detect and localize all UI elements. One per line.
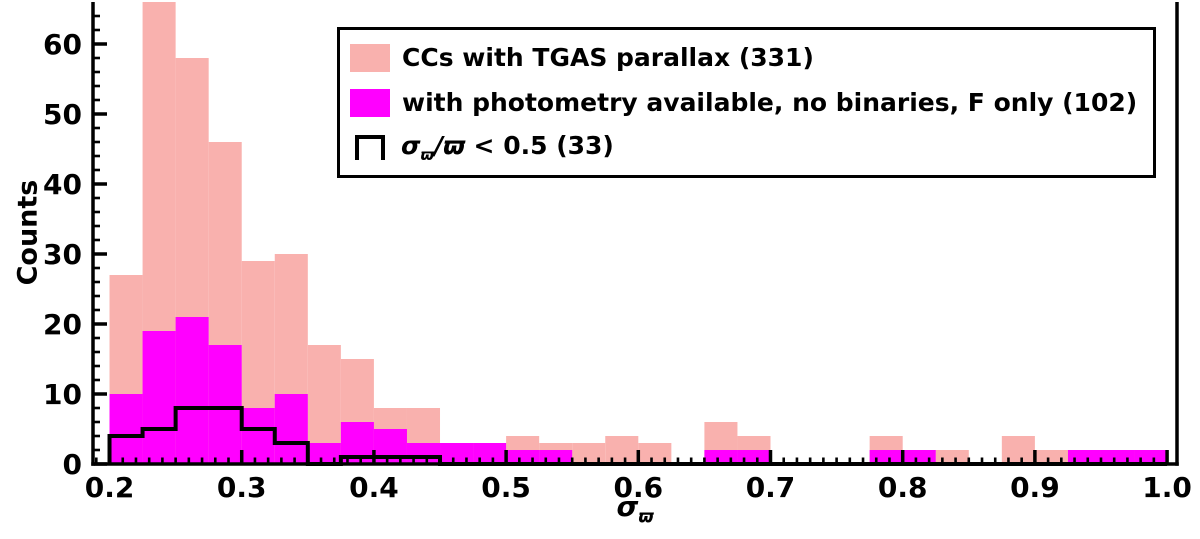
legend-step-outline-icon — [355, 135, 385, 160]
svg-text:0.4: 0.4 — [349, 471, 399, 504]
bars-series-1 — [109, 317, 1168, 464]
y-axis-label: Counts — [12, 179, 44, 286]
legend-step-slash: / — [433, 131, 444, 160]
svg-text:0.7: 0.7 — [746, 471, 796, 504]
svg-text:0.8: 0.8 — [878, 471, 928, 504]
axes-spines — [91, 2, 1179, 466]
svg-text:50: 50 — [43, 98, 82, 131]
axis-ticks — [94, 14, 1169, 466]
svg-text:30: 30 — [43, 238, 82, 271]
svg-text:10: 10 — [43, 378, 82, 411]
svg-text:0.6: 0.6 — [614, 471, 664, 504]
svg-text:0.5: 0.5 — [481, 471, 531, 504]
svg-text:0.2: 0.2 — [85, 471, 135, 504]
x-tick-labels: 0.2 0.3 0.4 0.5 0.6 0.7 0.8 0.9 1.0 — [85, 471, 1192, 504]
legend-step-sub: ϖ — [420, 146, 434, 164]
svg-text:60: 60 — [43, 28, 82, 61]
legend-entry-step: σϖ/ϖ < 0.5 (33) — [350, 125, 1137, 170]
legend-label-step: σϖ/ϖ < 0.5 (33) — [401, 131, 614, 164]
legend-step-sigma: σ — [401, 131, 421, 160]
x-axis-label-subscript: ϖ — [638, 507, 654, 528]
svg-text:0: 0 — [63, 448, 82, 481]
svg-text:0.9: 0.9 — [1010, 471, 1060, 504]
x-axis-label-sigma: σ — [616, 490, 639, 523]
legend-entry-photometry: with photometry available, no binaries, … — [350, 80, 1137, 125]
y-tick-labels: 0 10 20 30 40 50 60 — [43, 28, 82, 481]
svg-text:0.3: 0.3 — [217, 471, 267, 504]
svg-text:40: 40 — [43, 168, 82, 201]
legend-step-varpi: ϖ — [443, 131, 465, 160]
legend-label-photometry: with photometry available, no binaries, … — [402, 88, 1138, 117]
legend-step-rest: < 0.5 (33) — [464, 131, 614, 160]
legend-label-tgas: CCs with TGAS parallax (331) — [402, 43, 814, 72]
legend-swatch-pink — [350, 43, 390, 72]
legend: CCs with TGAS parallax (331) with photom… — [337, 27, 1157, 178]
svg-text:20: 20 — [43, 308, 82, 341]
svg-text:1.0: 1.0 — [1142, 471, 1192, 504]
legend-entry-tgas: CCs with TGAS parallax (331) — [350, 35, 1137, 80]
x-axis-label: σϖ — [93, 490, 1177, 528]
legend-swatch-magenta — [350, 88, 390, 117]
